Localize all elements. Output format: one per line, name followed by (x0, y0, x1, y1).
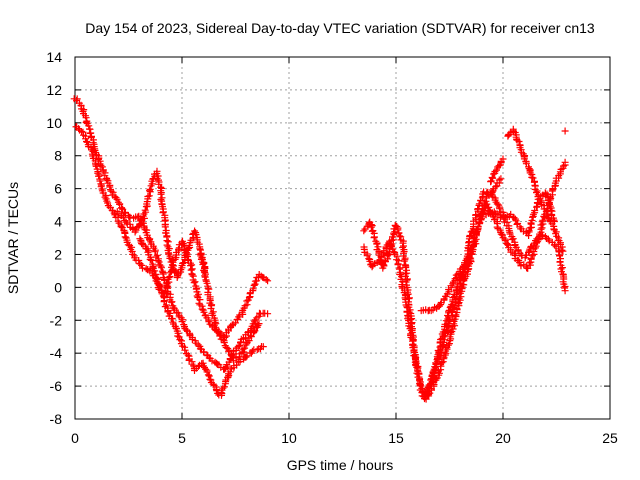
y-tick-label: -2 (50, 312, 63, 328)
plot-border (74, 56, 611, 420)
x-tick-labels: 0 5 10 15 20 25 (71, 430, 618, 446)
data-points (70, 95, 569, 403)
y-tick-label: 12 (46, 82, 62, 98)
x-tick-label: 0 (71, 430, 79, 446)
x-tick-label: 15 (388, 430, 404, 446)
y-tick-label: 8 (54, 148, 62, 164)
x-axis-label: GPS time / hours (287, 457, 394, 473)
y-axis-label: SDTVAR / TECUs (5, 182, 21, 294)
axis-ticks (74, 56, 611, 420)
x-tick-label: 20 (495, 430, 511, 446)
y-tick-label: -6 (50, 378, 63, 394)
y-tick-label: 6 (54, 181, 62, 197)
x-tick-label: 5 (178, 430, 186, 446)
chart-title: Day 154 of 2023, Sidereal Day-to-day VTE… (85, 20, 595, 36)
y-tick-label: 2 (54, 246, 62, 262)
grid-lines (75, 57, 610, 419)
data-point-markers (70, 95, 569, 403)
y-tick-label: -4 (50, 345, 63, 361)
x-tick-label: 25 (602, 430, 618, 446)
x-tick-label: 10 (281, 430, 297, 446)
y-tick-labels: -8 -6 -4 -2 0 2 4 6 8 10 12 14 (46, 49, 62, 427)
y-tick-label: 0 (54, 279, 62, 295)
y-tick-label: 4 (54, 214, 62, 230)
y-tick-label: 14 (46, 49, 62, 65)
y-tick-label: 10 (46, 115, 62, 131)
y-tick-label: -8 (50, 411, 63, 427)
